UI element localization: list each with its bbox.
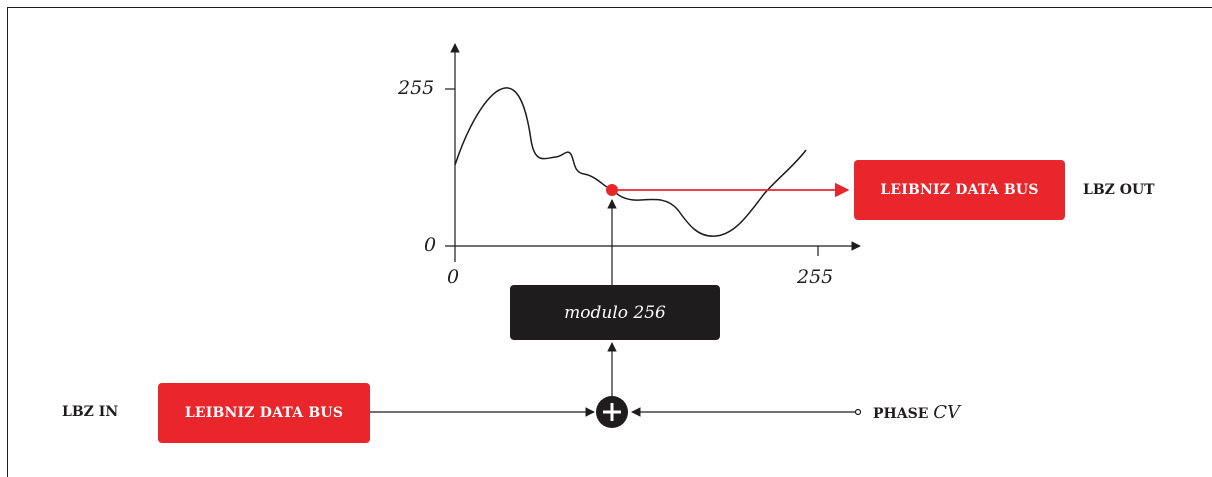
sample-point: [606, 184, 618, 196]
y-axis-max-label: 255: [398, 77, 435, 99]
phase-input-jack: [854, 408, 862, 416]
lbz-in-label: LBZ IN: [62, 404, 119, 420]
phase-cv-label: PHASE CV: [873, 402, 960, 423]
waveform-curve: [454, 87, 807, 237]
modulo-box: modulo 256: [510, 285, 720, 340]
cv-label: CV: [933, 402, 961, 423]
phase-label: PHASE: [873, 406, 929, 422]
lbz-out-label: LBZ OUT: [1083, 182, 1155, 198]
x-axis-min-label: 0: [447, 266, 460, 288]
leibniz-bus-out-box: LEIBNIZ DATA BUS: [854, 160, 1065, 220]
y-axis-min-label: 0: [424, 234, 437, 256]
x-axis-max-label: 255: [797, 266, 834, 288]
leibniz-bus-in-box: LEIBNIZ DATA BUS: [158, 383, 370, 443]
